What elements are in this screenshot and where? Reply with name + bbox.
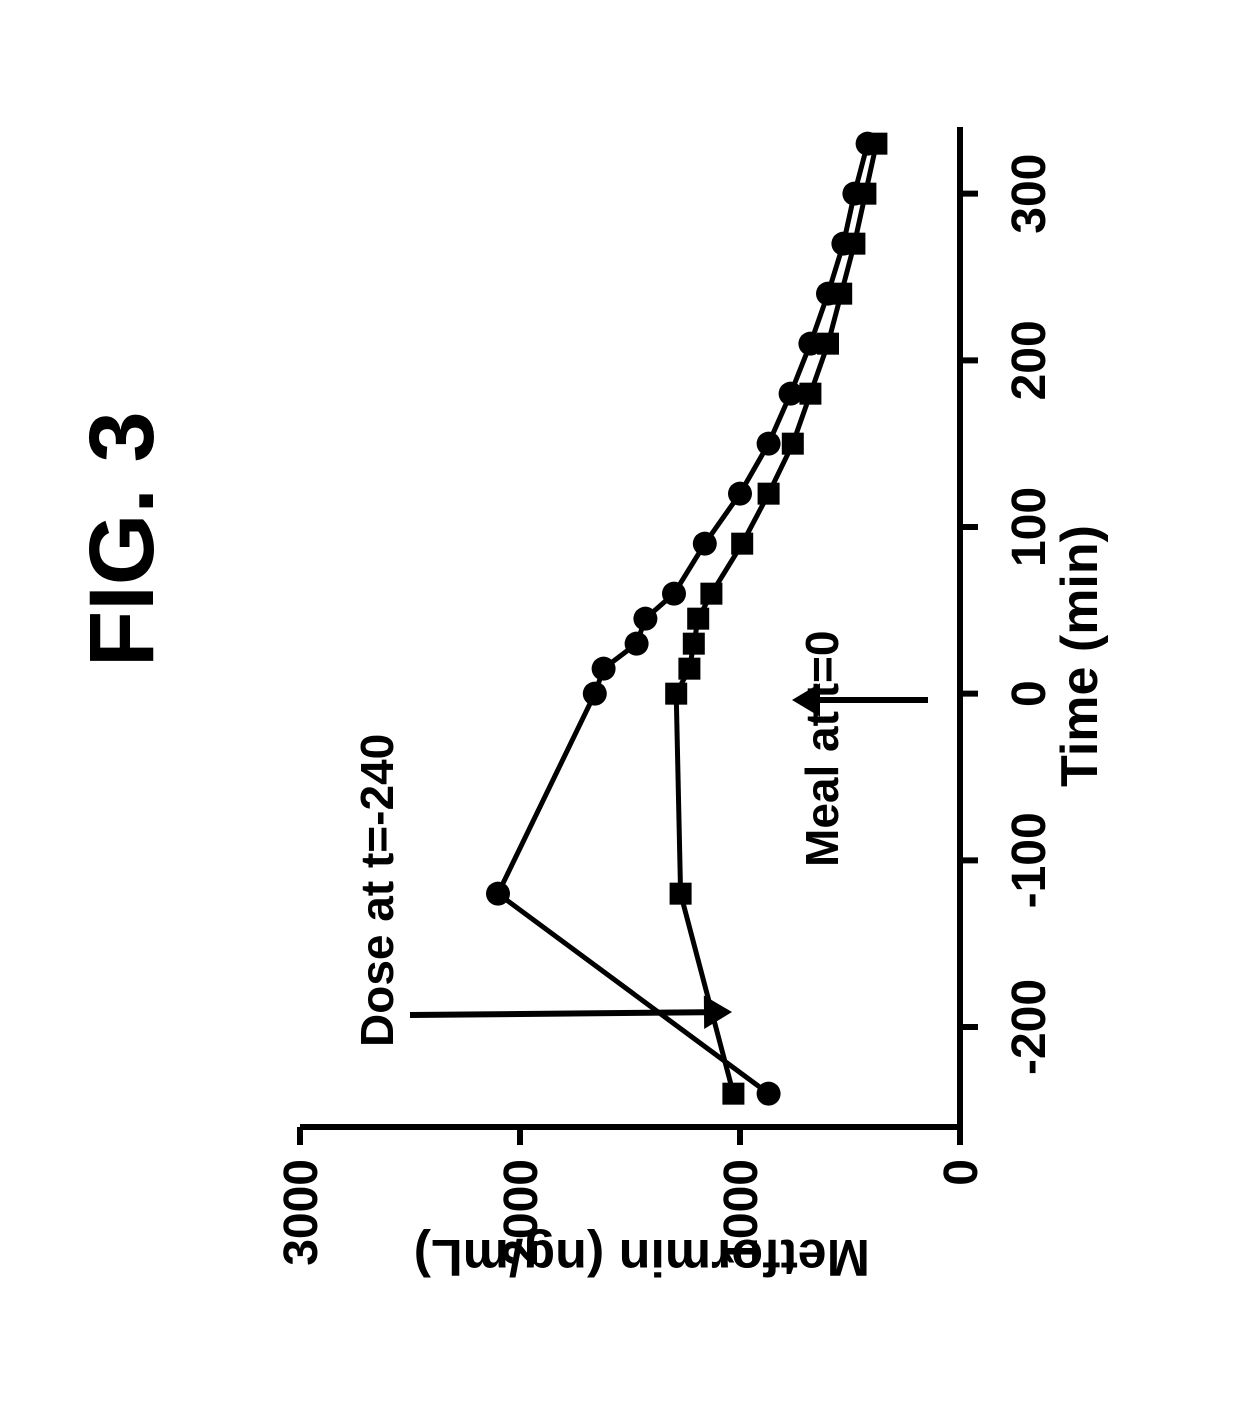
y-tick-label: 2000 (494, 1159, 549, 1266)
x-tick-label: 300 (1002, 154, 1057, 234)
y-tick-label: 1000 (714, 1159, 769, 1266)
x-tick-label: -100 (1002, 812, 1057, 908)
x-tick-label: 100 (1002, 487, 1057, 567)
y-tick-label: 0 (934, 1159, 989, 1186)
x-tick-label: 200 (1002, 320, 1057, 400)
y-tick-label: 3000 (274, 1159, 329, 1266)
y-axis-label: Metformin (ng/mL) (414, 1227, 870, 1287)
x-tick-label: -200 (1002, 979, 1057, 1075)
x-axis-label: Time (min) (1050, 525, 1110, 787)
stage: FIG. 3 Time (min) Metformin (ng/mL) 0100… (0, 0, 1240, 1427)
x-tick-label: 0 (1002, 680, 1057, 707)
rotated-inner: FIG. 3 Time (min) Metformin (ng/mL) 0100… (0, 0, 1240, 1427)
meal-annotation-text: Meal at t=0 (795, 631, 849, 868)
dose-annotation-text: Dose at t=-240 (350, 734, 404, 1047)
